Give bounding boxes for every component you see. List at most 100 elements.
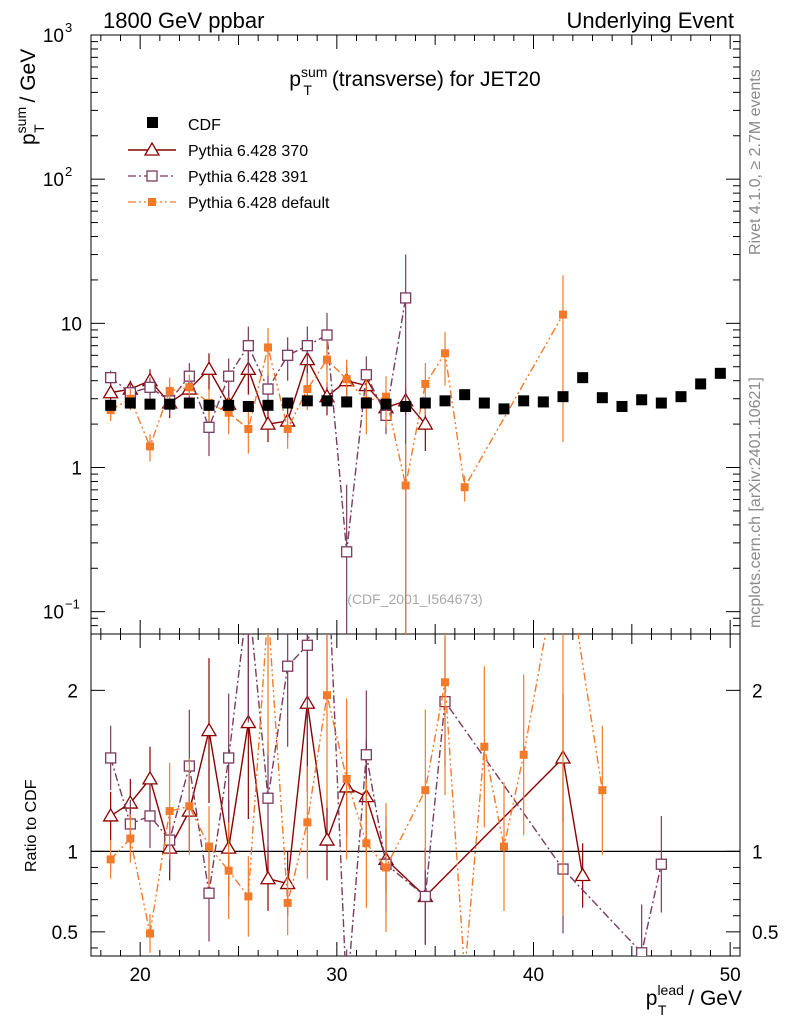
data-point-cdf (124, 397, 136, 409)
data-point-pythia-6-428-default (264, 343, 272, 352)
ratio-point-pythia-6-428-default (323, 691, 331, 700)
data-point-cdf (183, 397, 195, 409)
ratio-tick-label-right: 1 (752, 842, 763, 863)
ratio-point-pythia-6-428-default (519, 750, 528, 759)
y-tick-exponent: 3 (65, 20, 72, 35)
data-point-cdf (400, 400, 412, 412)
main-data-layer (102, 254, 726, 634)
legend-marker-cdf (147, 117, 158, 128)
ratio-point-pythia-6-428-default (146, 929, 154, 938)
data-point-pythia-6-428-391 (282, 349, 294, 361)
ratio-point-pythia-6-428-default (342, 774, 351, 783)
data-point-cdf (655, 397, 667, 409)
ratio-data-layer (102, 634, 667, 956)
data-point-pythia-6-428-391 (144, 381, 156, 393)
data-point-pythia-6-428-391 (321, 329, 333, 341)
legend-marker-default (148, 198, 156, 206)
x-tick-label: 40 (523, 965, 544, 986)
data-point-pythia-6-428-default (303, 385, 312, 394)
data-point-pythia-6-428-391 (203, 421, 215, 433)
data-point-pythia-6-428-370 (259, 415, 277, 430)
data-point-pythia-6-428-default (146, 442, 154, 451)
data-point-cdf (636, 394, 648, 406)
series-line-pythia-6-428-default (110, 314, 564, 490)
data-point-pythia-6-428-391 (223, 370, 235, 382)
data-point-cdf (675, 391, 687, 403)
y-tick-label: 1 (71, 459, 82, 480)
ratio-point-pythia-6-428-370 (102, 807, 119, 822)
ratio-point-pythia-6-428-391 (144, 810, 156, 822)
data-point-cdf (341, 396, 353, 408)
ratio-y-axis-label: Ratio to CDF (23, 779, 40, 872)
ratio-point-pythia-6-428-370 (259, 870, 277, 885)
ratio-point-pythia-6-428-default (421, 786, 430, 795)
rivet-label: Rivet 4.1.0, ≥ 2.7M events (747, 69, 764, 255)
legend: CDF Pythia 6.428 370 Pythia 6.428 391 Py… (128, 117, 330, 212)
y-axis-label: psum T / GeV (13, 49, 47, 145)
data-point-cdf (242, 400, 254, 412)
data-point-cdf (262, 399, 274, 411)
legend-entry-370: Pythia 6.428 370 (128, 141, 308, 160)
ratio-point-pythia-6-428-370 (141, 770, 159, 785)
ratio-point-pythia-6-428-370 (574, 867, 591, 882)
data-point-cdf (380, 398, 392, 410)
ratio-point-pythia-6-428-391 (105, 752, 117, 764)
data-point-pythia-6-428-391 (400, 292, 412, 304)
data-point-pythia-6-428-default (382, 392, 390, 401)
data-point-pythia-6-428-370 (102, 384, 119, 399)
x-tick-label: 50 (720, 965, 741, 986)
data-point-cdf (537, 396, 549, 408)
data-point-cdf (714, 367, 726, 379)
data-point-cdf (282, 397, 294, 409)
data-point-cdf (164, 398, 176, 410)
y-tick-label: 10 (61, 314, 82, 335)
data-point-pythia-6-428-370 (417, 415, 434, 430)
data-point-cdf (105, 399, 117, 411)
data-point-cdf (577, 372, 589, 384)
ratio-tick-label: 0.5 (52, 923, 78, 944)
analysis-watermark: (CDF_2001_I564673) (347, 591, 482, 607)
ratio-point-pythia-6-428-370 (200, 722, 218, 737)
data-point-cdf (223, 399, 235, 411)
data-point-cdf (360, 397, 372, 409)
ratio-point-pythia-6-428-391 (262, 792, 274, 804)
data-point-pythia-6-428-default (244, 424, 253, 433)
data-point-pythia-6-428-391 (105, 371, 117, 384)
legend-entry-391: Pythia 6.428 391 (128, 169, 308, 186)
chart-title: psum T (transverse) for JET20 (289, 64, 540, 98)
data-point-cdf (695, 378, 707, 390)
data-point-cdf (596, 392, 608, 404)
data-point-pythia-6-428-391 (341, 546, 353, 558)
data-point-cdf (498, 403, 510, 415)
ratio-tick-label-right: 2 (752, 681, 763, 702)
ratio-tick-label-right: 0.5 (752, 923, 778, 944)
ratio-point-pythia-6-428-default (500, 842, 508, 851)
data-point-pythia-6-428-391 (242, 340, 254, 352)
ratio-point-pythia-6-428-391 (419, 890, 431, 903)
y-tick-label: 10 (43, 170, 64, 191)
data-point-pythia-6-428-default (441, 349, 449, 358)
ratio-plot-frame (90, 633, 741, 957)
ratio-point-pythia-6-428-391 (636, 947, 648, 956)
ratio-point-pythia-6-428-default (165, 807, 174, 816)
legend-entry-cdf: CDF (147, 117, 221, 134)
ratio-point-pythia-6-428-default (598, 786, 607, 795)
data-point-cdf (203, 399, 215, 411)
ratio-point-pythia-6-428-default (126, 834, 135, 843)
ratio-point-pythia-6-428-370 (318, 831, 336, 846)
legend-label-default: Pythia 6.428 default (188, 195, 330, 212)
ratio-point-pythia-6-428-default (303, 818, 312, 827)
data-point-pythia-6-428-391 (301, 340, 313, 352)
data-point-pythia-6-428-default (224, 408, 233, 417)
ratio-point-pythia-6-428-default (244, 892, 253, 901)
data-point-cdf (478, 397, 490, 409)
legend-marker-370 (143, 141, 161, 156)
data-point-pythia-6-428-default (421, 379, 430, 388)
ratio-point-pythia-6-428-default (185, 802, 194, 811)
data-point-pythia-6-428-default (342, 375, 351, 384)
x-tick-label: 20 (130, 965, 151, 986)
data-point-cdf (557, 391, 569, 403)
data-point-pythia-6-428-default (323, 355, 331, 364)
